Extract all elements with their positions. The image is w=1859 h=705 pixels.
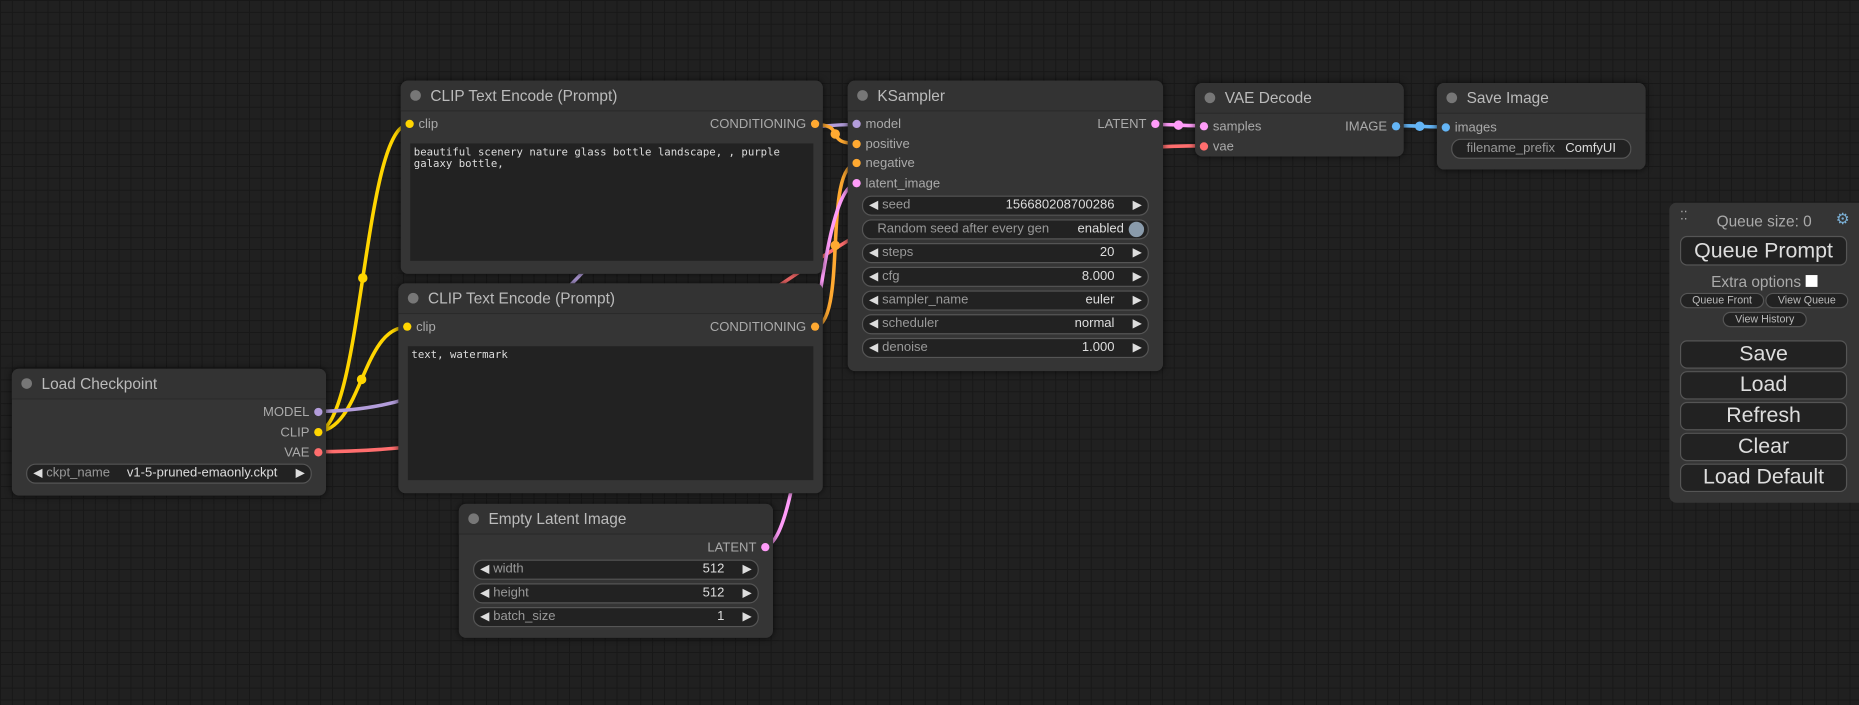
drag-handle[interactable]: ⁚⁚ [1679,209,1688,223]
latent-image-input[interactable]: latent_image [852,175,940,192]
width-widget[interactable]: ◀ width 512 ▶ [473,559,759,580]
node-title[interactable]: CLIP Text Encode (Prompt) [400,80,823,112]
extra-options: Extra options [1669,273,1859,290]
node-title[interactable]: Empty Latent Image [458,503,774,535]
collapse-dot[interactable] [1204,92,1216,104]
clip-wire-midpoint[interactable] [358,273,368,283]
random-seed-toggle[interactable]: Random seed after every gen enabled [861,219,1149,240]
save-button[interactable]: Save [1679,340,1848,369]
clear-button[interactable]: Clear [1679,432,1848,462]
samples-input[interactable]: samples [1199,119,1261,136]
batch-size-widget[interactable]: ◀ batch_size 1 ▶ [473,607,759,628]
model-input[interactable]: model [852,116,901,133]
queue-prompt-button[interactable]: Queue Prompt [1679,235,1848,266]
latent-output[interactable]: LATENT [1097,116,1160,133]
collapse-dot[interactable] [21,378,33,389]
ckpt-name-combo[interactable]: ◀ ckpt_name v1-5-pruned-emaonly.ckpt ▶ [26,463,312,484]
conditioning-output[interactable]: CONDITIONING [710,319,820,336]
image-output[interactable]: IMAGE [1345,119,1401,136]
vae-output[interactable]: VAE [284,445,323,462]
refresh-button[interactable]: Refresh [1679,401,1848,431]
conditioning-output[interactable]: CONDITIONING [710,116,820,133]
clip-output[interactable]: CLIP [280,424,323,441]
prompt-textarea[interactable]: beautiful scenery nature glass bottle la… [410,143,814,261]
clip-wire-midpoint[interactable] [356,374,367,385]
clip-text-encode-negative-node[interactable]: CLIP Text Encode (Prompt) clip CONDITION… [398,283,823,494]
clip-text-encode-positive-node[interactable]: CLIP Text Encode (Prompt) clip CONDITION… [400,80,823,274]
clip-input[interactable]: clip [405,116,438,133]
vae-decode-node[interactable]: VAE Decode samples vae IMAGE [1195,82,1404,157]
collapse-dot[interactable] [468,513,479,525]
load-checkpoint-node[interactable]: Load Checkpoint MODEL CLIP VAE ◀ ckpt_nam… [11,368,327,496]
collapse-dot[interactable] [407,292,419,304]
queue-front-button[interactable]: Queue Front [1679,292,1765,309]
denoise-widget[interactable]: ◀ denoise 1.000 ▶ [861,337,1149,359]
save-image-node[interactable]: Save Image images filename_prefix ComfyUI [1436,82,1646,170]
image-wire-midpoint[interactable] [1415,121,1425,132]
queue-panel: ⁚⁚ Queue size: 0 ⚙ Queue Prompt Extra op… [1669,202,1859,503]
load-default-button[interactable]: Load Default [1679,463,1848,493]
node-title[interactable]: KSampler [847,80,1164,112]
model-output[interactable]: MODEL [263,404,323,421]
steps-widget[interactable]: ◀ steps 20 ▶ [861,243,1149,264]
node-title[interactable]: CLIP Text Encode (Prompt) [398,283,823,315]
queue-size: Queue size: 0 [1716,212,1812,231]
load-button[interactable]: Load [1679,371,1848,400]
node-title[interactable]: Save Image [1436,82,1646,114]
height-widget[interactable]: ◀ height 512 ▶ [473,583,759,604]
view-history-button[interactable]: View History [1722,311,1807,328]
cfg-widget[interactable]: ◀ cfg 8.000 ▶ [861,266,1149,287]
conditioning-wire-midpoint[interactable] [830,240,840,251]
view-queue-button[interactable]: View Queue [1765,292,1849,309]
collapse-dot[interactable] [1446,92,1458,104]
positive-input[interactable]: positive [852,136,910,153]
clip-input[interactable]: clip [403,319,436,336]
vae-input[interactable]: vae [1199,139,1234,156]
toggle-knob [1128,221,1145,238]
empty-latent-image-node[interactable]: Empty Latent Image LATENT ◀ width 512 ▶ ◀ he… [458,503,774,638]
negative-input[interactable]: negative [852,155,915,172]
gear-icon[interactable]: ⚙ [1835,209,1850,228]
ksampler-node[interactable]: KSampler model positive negative latent_… [847,80,1164,372]
collapse-dot[interactable] [410,90,421,101]
scheduler-widget[interactable]: ◀ scheduler normal ▶ [861,314,1149,335]
extra-options-checkbox[interactable] [1805,275,1818,287]
node-title[interactable]: VAE Decode [1195,82,1404,114]
filename-prefix-input[interactable]: filename_prefix ComfyUI [1451,138,1632,159]
sampler-name-widget[interactable]: ◀ sampler_name euler ▶ [861,290,1149,311]
latent-output[interactable]: LATENT [707,539,770,556]
prompt-textarea[interactable]: text, watermark [407,346,814,481]
node-title[interactable]: Load Checkpoint [11,368,327,400]
images-input[interactable]: images [1441,120,1497,137]
latent-wire-midpoint[interactable] [1173,120,1184,130]
seed-widget[interactable]: ◀ seed 156680208700286 ▶ [861,195,1149,216]
conditioning-wire-midpoint[interactable] [830,129,840,139]
collapse-dot[interactable] [857,90,868,101]
